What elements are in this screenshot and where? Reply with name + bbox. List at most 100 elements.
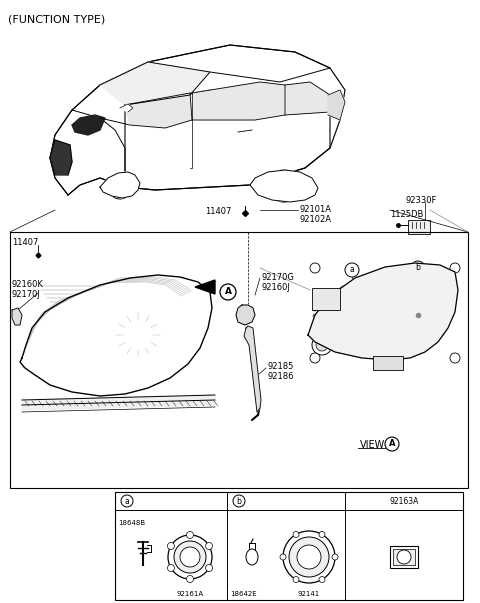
Polygon shape — [192, 82, 285, 120]
Bar — [390, 546, 418, 568]
Text: (FUNCTION TYPE): (FUNCTION TYPE) — [8, 14, 105, 24]
Polygon shape — [100, 172, 140, 198]
Text: 18648B: 18648B — [118, 520, 145, 526]
Circle shape — [310, 353, 320, 363]
Circle shape — [313, 300, 317, 304]
Circle shape — [324, 282, 396, 354]
Text: 11407: 11407 — [12, 238, 38, 247]
Text: 92161A: 92161A — [177, 591, 204, 597]
Polygon shape — [50, 140, 72, 175]
Circle shape — [312, 335, 332, 355]
Polygon shape — [328, 90, 345, 120]
Circle shape — [293, 531, 299, 537]
Circle shape — [205, 543, 213, 549]
Circle shape — [44, 324, 92, 372]
Text: 92160K
92170J: 92160K 92170J — [12, 280, 44, 300]
Circle shape — [385, 437, 399, 451]
Circle shape — [187, 531, 193, 538]
Circle shape — [108, 175, 132, 199]
Text: 18642E: 18642E — [230, 591, 257, 597]
Circle shape — [321, 307, 325, 311]
Circle shape — [116, 313, 160, 357]
Circle shape — [310, 263, 320, 273]
Circle shape — [174, 541, 206, 573]
Text: 92170G
92160J: 92170G 92160J — [262, 273, 295, 292]
Circle shape — [321, 300, 325, 304]
Circle shape — [268, 170, 300, 202]
Circle shape — [313, 307, 317, 311]
Polygon shape — [236, 305, 255, 325]
Circle shape — [274, 176, 294, 196]
Bar — [10, 232, 468, 488]
Circle shape — [113, 180, 127, 194]
Text: 92330F: 92330F — [405, 196, 436, 205]
Circle shape — [321, 314, 325, 318]
Circle shape — [187, 575, 193, 582]
Circle shape — [397, 550, 411, 564]
Bar — [408, 220, 430, 234]
Text: a: a — [349, 265, 354, 274]
Text: 11407: 11407 — [205, 207, 231, 216]
Text: 92185
92186: 92185 92186 — [268, 362, 295, 382]
Text: VIEW: VIEW — [360, 440, 385, 450]
Circle shape — [168, 564, 174, 572]
Circle shape — [352, 310, 368, 326]
Text: 1125DB: 1125DB — [390, 210, 423, 219]
Circle shape — [279, 181, 289, 191]
Circle shape — [297, 545, 321, 569]
Polygon shape — [125, 93, 192, 128]
Circle shape — [168, 535, 212, 579]
Bar — [312, 288, 340, 310]
Bar — [393, 549, 415, 565]
Text: b: b — [237, 496, 241, 505]
Circle shape — [332, 554, 338, 560]
Circle shape — [329, 314, 333, 318]
Circle shape — [329, 300, 333, 304]
Circle shape — [345, 263, 359, 277]
Circle shape — [233, 495, 245, 507]
Circle shape — [333, 291, 387, 345]
Polygon shape — [72, 115, 105, 135]
Circle shape — [293, 576, 299, 582]
Circle shape — [105, 302, 171, 368]
Circle shape — [450, 353, 460, 363]
Polygon shape — [20, 275, 212, 396]
Text: A: A — [389, 440, 395, 449]
Circle shape — [60, 340, 76, 356]
Circle shape — [394, 291, 442, 339]
Circle shape — [313, 314, 317, 318]
Circle shape — [168, 543, 174, 549]
Circle shape — [319, 576, 325, 582]
Polygon shape — [72, 85, 140, 125]
Polygon shape — [250, 170, 318, 202]
Text: 92101A
92102A: 92101A 92102A — [300, 205, 332, 224]
Polygon shape — [125, 85, 330, 190]
Bar — [115, 492, 463, 600]
Text: A: A — [225, 288, 231, 297]
Circle shape — [280, 554, 286, 560]
Polygon shape — [12, 308, 22, 325]
Polygon shape — [100, 62, 185, 100]
Circle shape — [180, 547, 200, 567]
Circle shape — [319, 531, 325, 537]
Polygon shape — [22, 395, 215, 410]
Ellipse shape — [246, 549, 258, 565]
Circle shape — [205, 564, 213, 572]
Circle shape — [329, 307, 333, 311]
Text: 92141: 92141 — [298, 591, 320, 597]
Circle shape — [404, 301, 432, 329]
Circle shape — [316, 339, 328, 351]
Polygon shape — [308, 263, 458, 360]
Circle shape — [386, 283, 450, 347]
Circle shape — [96, 293, 180, 377]
Text: 92163A: 92163A — [389, 496, 419, 505]
Polygon shape — [244, 326, 261, 412]
Circle shape — [450, 263, 460, 273]
Polygon shape — [50, 110, 125, 195]
Polygon shape — [285, 82, 330, 115]
Text: b: b — [416, 264, 420, 273]
Circle shape — [121, 495, 133, 507]
Polygon shape — [195, 280, 215, 294]
Circle shape — [283, 531, 335, 583]
Circle shape — [411, 261, 425, 275]
